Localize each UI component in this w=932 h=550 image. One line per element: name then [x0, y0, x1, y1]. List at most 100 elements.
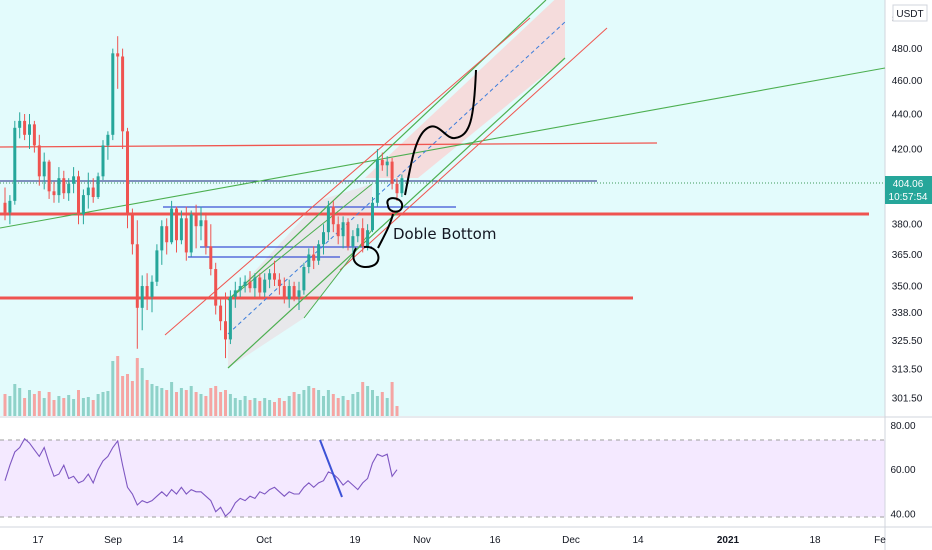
volume-bar: [165, 390, 169, 416]
time-tick-label: Fe: [874, 535, 886, 546]
candle: [8, 195, 12, 225]
volume-bar: [282, 401, 286, 416]
volume-bar: [268, 400, 272, 416]
drawn-projection-curve: [404, 69, 477, 196]
candle-body: [150, 281, 154, 297]
volume-bar: [385, 398, 389, 416]
price-pane-shaded-area: [0, 0, 885, 416]
red-channel-upper: [164, 17, 531, 336]
candle: [101, 140, 105, 181]
volume-bar: [204, 396, 208, 416]
candle: [140, 275, 144, 331]
volume-bar: [8, 396, 12, 416]
candle-body: [91, 187, 95, 198]
candle-body: [23, 120, 27, 135]
candle-body: [346, 222, 350, 247]
candle: [341, 216, 345, 249]
candle-body: [106, 134, 110, 146]
candle: [199, 206, 203, 241]
candle: [214, 262, 218, 315]
candle: [116, 36, 120, 89]
candle: [209, 224, 213, 276]
candle-body: [8, 200, 12, 213]
candle-body: [179, 218, 183, 241]
candle: [126, 127, 129, 229]
candle: [18, 112, 22, 139]
volume-bar: [37, 391, 41, 416]
candle-body: [395, 183, 399, 194]
candle-body: [37, 145, 41, 177]
last-price-value: 404.06: [893, 179, 924, 190]
drawn-bottom-circle-left: [352, 245, 380, 268]
volume-bar: [287, 396, 291, 416]
time-tick-label: Oct: [256, 535, 272, 546]
candle-body: [322, 232, 325, 245]
candle-body: [121, 56, 125, 132]
volume-bar: [277, 398, 281, 416]
candle-body: [307, 254, 311, 267]
volume-bar: [47, 392, 51, 416]
candle-body: [326, 206, 330, 233]
candle-body: [312, 254, 316, 261]
candle-body: [336, 224, 340, 237]
volume-bar: [72, 399, 76, 416]
candle: [380, 152, 384, 171]
volume-bar: [297, 394, 301, 416]
price-tick-label: 338.00: [892, 308, 923, 319]
volume-bar: [135, 358, 139, 416]
candle-body: [140, 286, 144, 308]
candle: [160, 220, 164, 265]
candle: [170, 200, 174, 245]
volume-bar: [258, 401, 262, 416]
candle: [204, 212, 208, 255]
volume-bar: [67, 395, 71, 416]
volume-bar: [317, 390, 321, 416]
volume-bar: [62, 398, 66, 416]
volume-bar: [356, 392, 360, 416]
candle: [13, 120, 17, 205]
volume-bar: [155, 386, 159, 416]
drawn-connector: [377, 213, 394, 249]
candle-body: [238, 286, 242, 291]
time-tick-label: 19: [349, 535, 361, 546]
volume-bar: [101, 392, 105, 416]
candle: [292, 281, 296, 302]
candle-body: [194, 214, 198, 227]
candle-body: [219, 305, 223, 322]
candle-body: [67, 183, 71, 194]
candle: [356, 224, 360, 243]
volume-bar: [371, 390, 374, 416]
candle-body: [385, 161, 389, 166]
candle: [32, 120, 36, 153]
volume-bar: [175, 392, 178, 416]
candle: [326, 200, 330, 241]
candle-body: [375, 159, 379, 203]
price-tick-label: 440.00: [892, 110, 923, 121]
candle-body: [3, 202, 7, 213]
candle: [336, 216, 340, 245]
candle-body: [175, 208, 178, 241]
candle-body: [135, 244, 139, 308]
annotation-doble-bottom: Doble Bottom: [393, 225, 496, 243]
candle: [248, 271, 252, 293]
volume-bar: [18, 388, 22, 416]
time-tick-label: 16: [489, 535, 501, 546]
volume-bar: [341, 396, 345, 416]
candle-body: [18, 120, 22, 128]
candle: [67, 178, 71, 201]
candle-body: [258, 277, 262, 293]
volume-bar: [194, 392, 198, 416]
candle-body: [155, 250, 159, 282]
volume-bar: [3, 394, 7, 416]
candle: [322, 224, 325, 255]
candle: [390, 157, 394, 190]
volume-bar: [248, 400, 252, 416]
candle: [165, 218, 169, 255]
candle-body: [297, 290, 301, 297]
volume-bar: [86, 397, 90, 416]
volume-bar: [243, 396, 247, 416]
candle: [268, 269, 272, 289]
volume-bar: [263, 398, 267, 416]
volume-bar: [150, 384, 154, 416]
